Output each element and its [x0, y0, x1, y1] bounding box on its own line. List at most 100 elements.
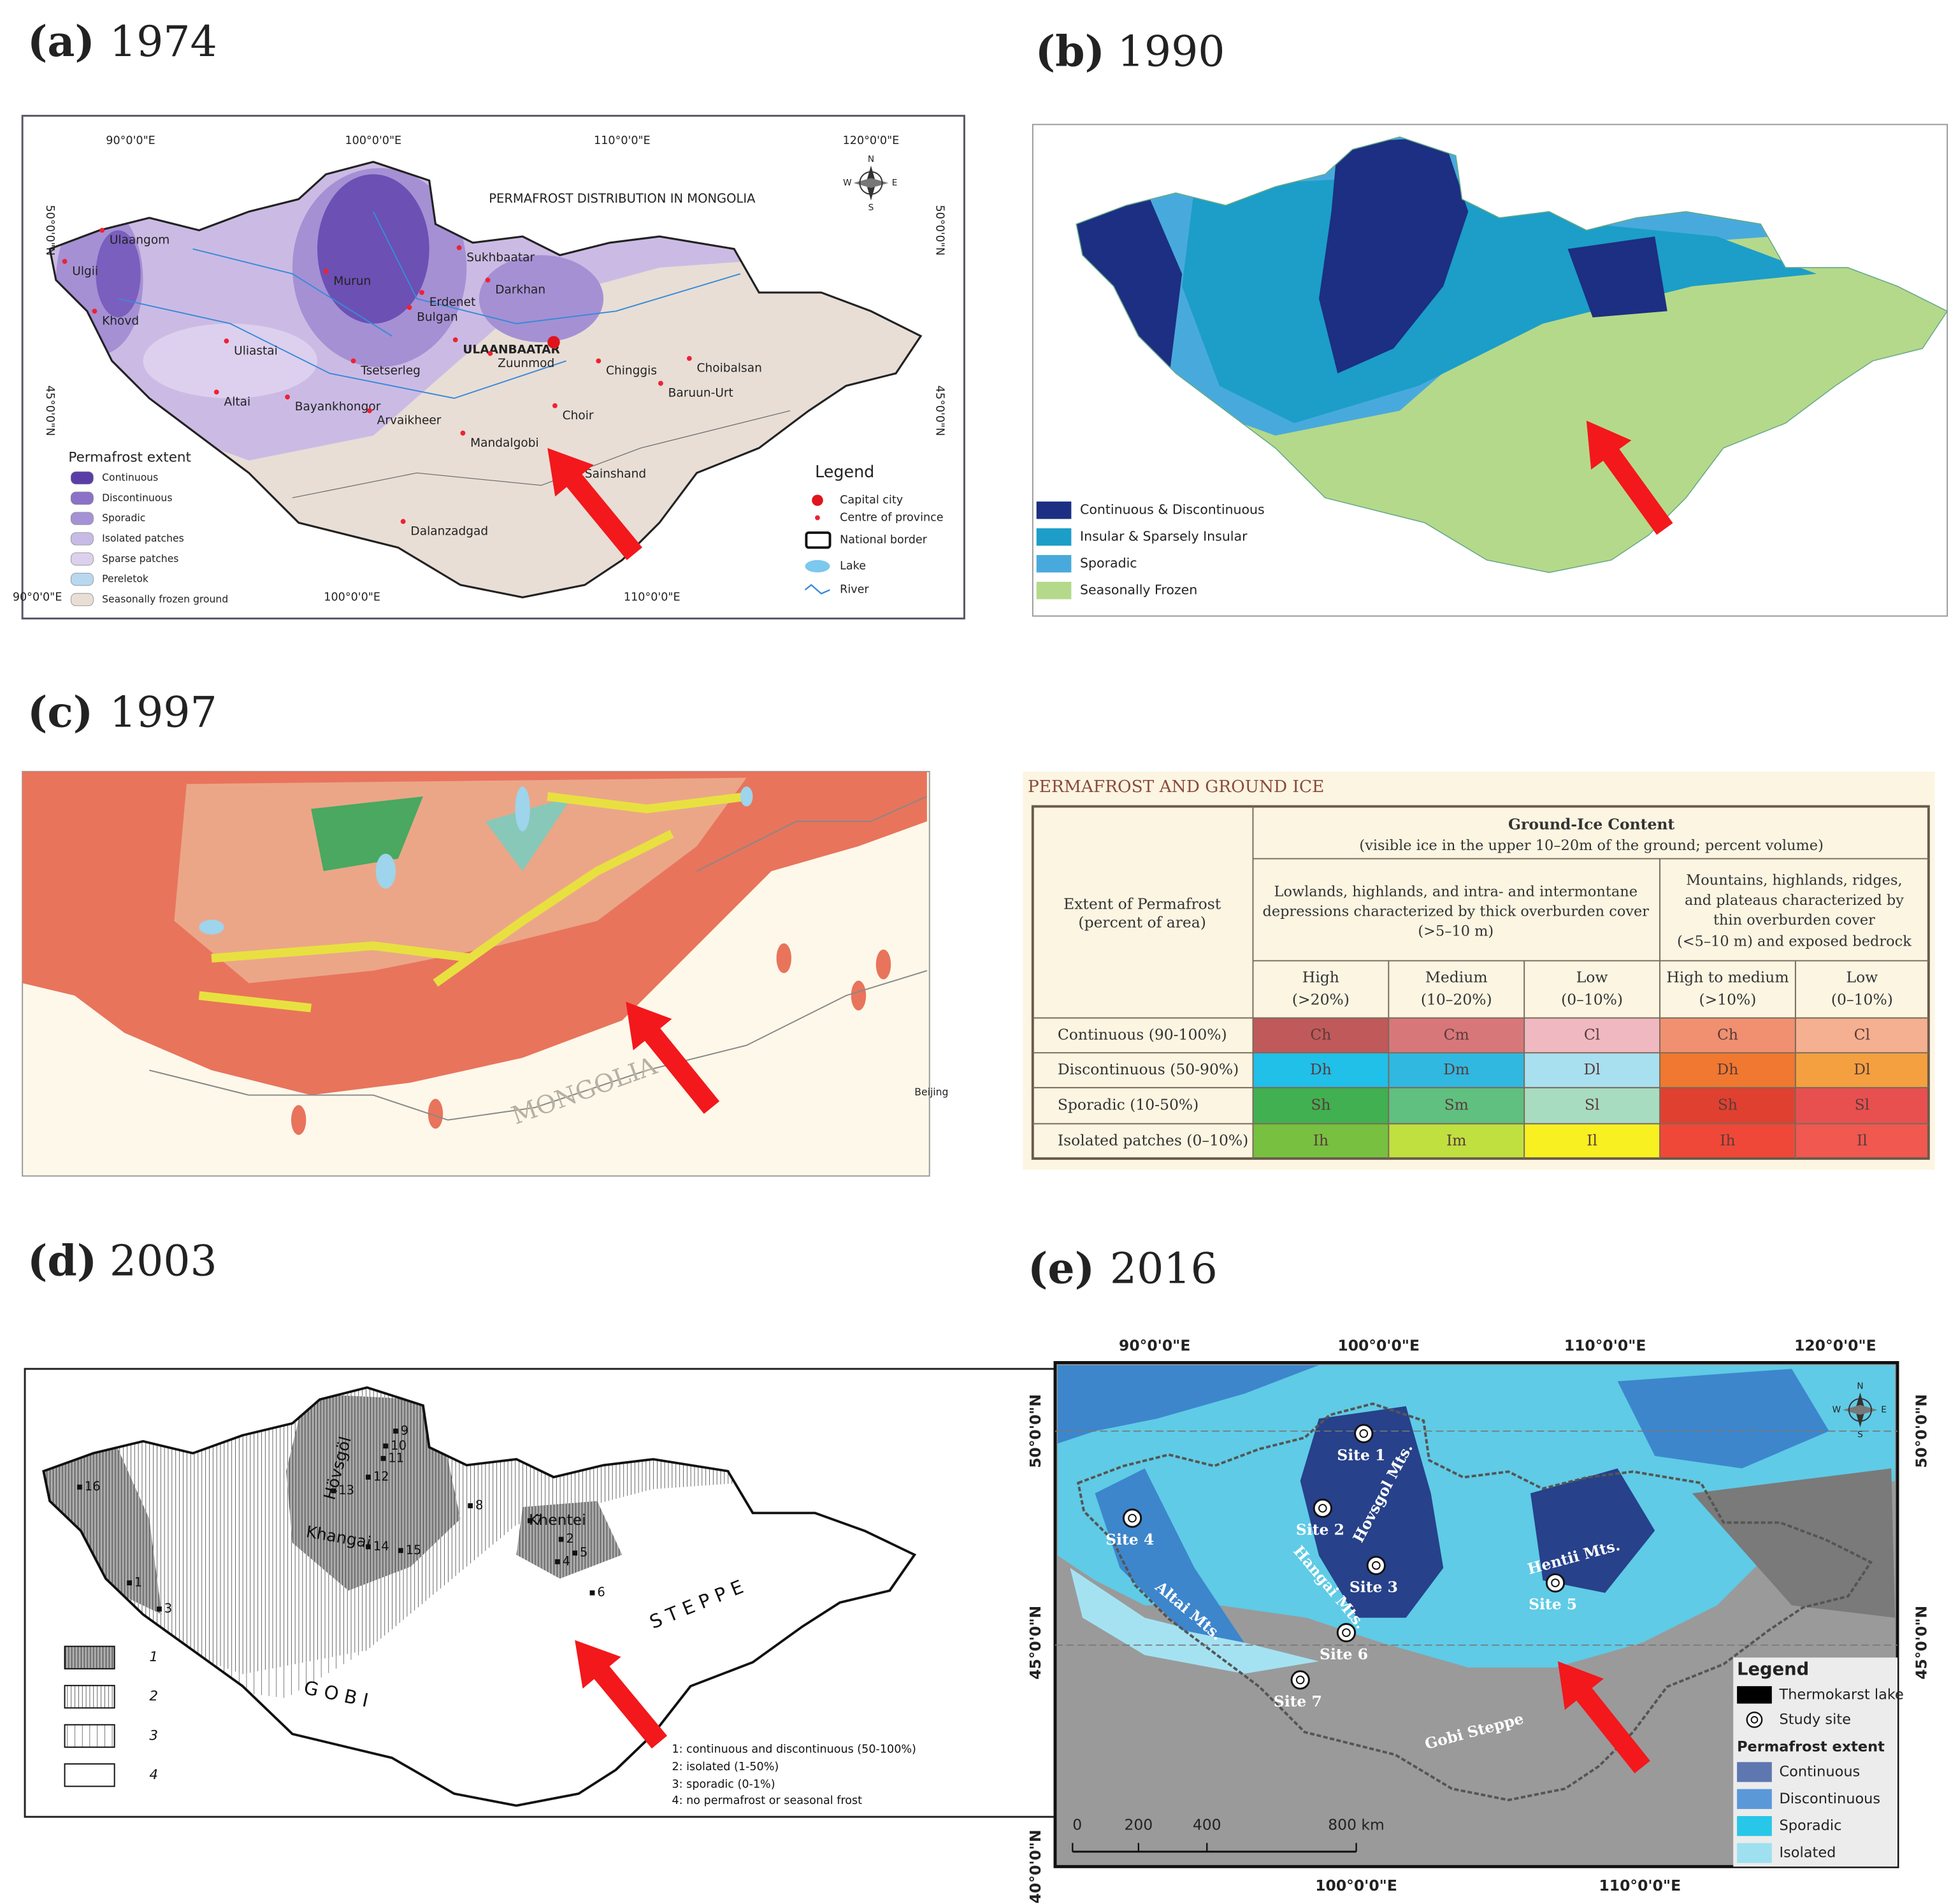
- place-name: Uliastai: [234, 344, 278, 357]
- national-border: [1076, 136, 1948, 573]
- table-cell: [1524, 1123, 1660, 1159]
- legend-label: Sporadic: [1780, 1817, 1842, 1834]
- cell-code: Cm: [1444, 1025, 1469, 1043]
- compass-rose: [853, 178, 889, 188]
- latitude-label: 50°0'0"N: [43, 205, 56, 256]
- compass-letter: W: [1832, 1405, 1841, 1415]
- cell-code: Dl: [1854, 1060, 1870, 1078]
- panel-year: 1990: [1118, 27, 1225, 76]
- legend-label: Seasonally frozen ground: [102, 593, 228, 605]
- latitude-label: 40°0'0"N: [1026, 1829, 1044, 1903]
- longitude-label: 100°0'0"E: [324, 591, 380, 603]
- column-header: High to medium: [1666, 969, 1789, 986]
- row-label: Continuous (90-100%): [1058, 1025, 1227, 1043]
- legend-swatch: [1737, 1686, 1772, 1704]
- province-centre: [62, 259, 68, 264]
- study-site: [1290, 1670, 1310, 1690]
- legend-label: Isolated patches: [102, 533, 184, 544]
- table-header: depressions characterized by thick overb…: [1263, 904, 1650, 920]
- site-label: Site 4: [1105, 1531, 1154, 1548]
- site-marker: [127, 1580, 132, 1585]
- province-border: [292, 410, 791, 498]
- river: [118, 298, 566, 400]
- legend-title: Permafrost extent: [68, 450, 191, 466]
- continuous-area: [1567, 236, 1667, 318]
- lake: [199, 920, 224, 935]
- cell-code: Im: [1446, 1131, 1466, 1149]
- site-number: 11: [388, 1450, 404, 1465]
- table-header: thin overburden cover: [1713, 912, 1875, 928]
- legend-swatch: [1737, 1762, 1772, 1782]
- legend-swatch: [70, 572, 94, 586]
- site-number: 10: [391, 1438, 407, 1453]
- table-cell: [1660, 1018, 1796, 1053]
- cell-code: Ch: [1717, 1025, 1738, 1043]
- province-centre: [407, 305, 412, 310]
- national-border: [696, 796, 928, 872]
- table-cell: [1795, 1123, 1929, 1159]
- table-frame: [1031, 805, 1930, 1160]
- study-site: [1128, 1513, 1137, 1523]
- legend-title: Legend: [815, 462, 874, 481]
- study-site: [1313, 1498, 1332, 1518]
- site-number: 13: [338, 1483, 354, 1497]
- panel-year: 1997: [110, 687, 217, 737]
- longitude-label: 100°0'0"E: [1337, 1337, 1420, 1355]
- province-centre: [658, 380, 663, 386]
- permafrost-strip: [211, 941, 473, 963]
- site-number: 7: [535, 1513, 543, 1527]
- place-name: Arvaikheer: [377, 414, 442, 428]
- lake: [515, 786, 530, 832]
- longitude-label: 110°0'0"E: [594, 134, 651, 147]
- column-header: (0–10%): [1831, 991, 1893, 1009]
- province-centre: [460, 430, 466, 436]
- permafrost-patch: [428, 1099, 443, 1129]
- place-name: Baruun-Urt: [668, 387, 733, 400]
- place-name: Sukhbaatar: [466, 251, 535, 264]
- cell-code: Ih: [1720, 1131, 1735, 1149]
- legend-label: 4: no permafrost or seasonal frost: [672, 1794, 863, 1807]
- latitude-label: 45°0'0"N: [43, 386, 56, 436]
- longitude-label: 90°0'0"E: [13, 591, 62, 603]
- study-site: [1366, 1555, 1386, 1575]
- latitude-label: 45°0'0"N: [1026, 1606, 1044, 1680]
- legend-label: 3: sporadic (0-1%): [672, 1778, 775, 1791]
- legend-swatch: [70, 491, 94, 505]
- legend-swatch: [1036, 528, 1072, 546]
- legend-swatch: [70, 552, 94, 566]
- map-label: Beijing: [914, 1086, 948, 1098]
- place-name: Dalanzadgad: [410, 524, 488, 538]
- table-header: Ground-Ice Content: [1508, 815, 1674, 833]
- cell-code: Il: [1857, 1131, 1868, 1149]
- site-marker: [554, 1559, 560, 1564]
- column-header: Low: [1576, 969, 1608, 986]
- table-cell: [1660, 1053, 1796, 1088]
- seasonal-area: [1692, 1468, 1896, 1618]
- column-header: (>10%): [1699, 991, 1756, 1009]
- scale-label: 800 km: [1328, 1815, 1385, 1833]
- continuous-area: [1318, 136, 1469, 373]
- compass-letter: S: [1857, 1430, 1863, 1440]
- legend-key: 2: [149, 1689, 158, 1705]
- panel-label: (b): [1035, 27, 1105, 76]
- legend-label: Study site: [1780, 1711, 1851, 1727]
- cell-code: Il: [1587, 1131, 1597, 1149]
- place-name: ULAANBAATAR: [463, 343, 559, 356]
- legend-swatch: [70, 593, 94, 607]
- site-number: 15: [406, 1543, 422, 1557]
- study-site: [1371, 1561, 1381, 1570]
- discontinuous-area: [1057, 1365, 1319, 1444]
- legend-symbol: [1746, 1711, 1763, 1728]
- place-name: Khovd: [102, 314, 139, 328]
- legend-symbol: [804, 584, 830, 595]
- province-centre: [323, 268, 329, 274]
- site-number: 1: [134, 1575, 142, 1590]
- panel-label: (a): [27, 17, 95, 66]
- place-name: Ulgii: [72, 264, 98, 278]
- scale-label: 200: [1124, 1815, 1153, 1833]
- legend-label: National border: [840, 534, 928, 547]
- permafrost-patch: [851, 980, 867, 1011]
- site-number: 8: [475, 1497, 483, 1512]
- legend-symbol: [805, 531, 832, 549]
